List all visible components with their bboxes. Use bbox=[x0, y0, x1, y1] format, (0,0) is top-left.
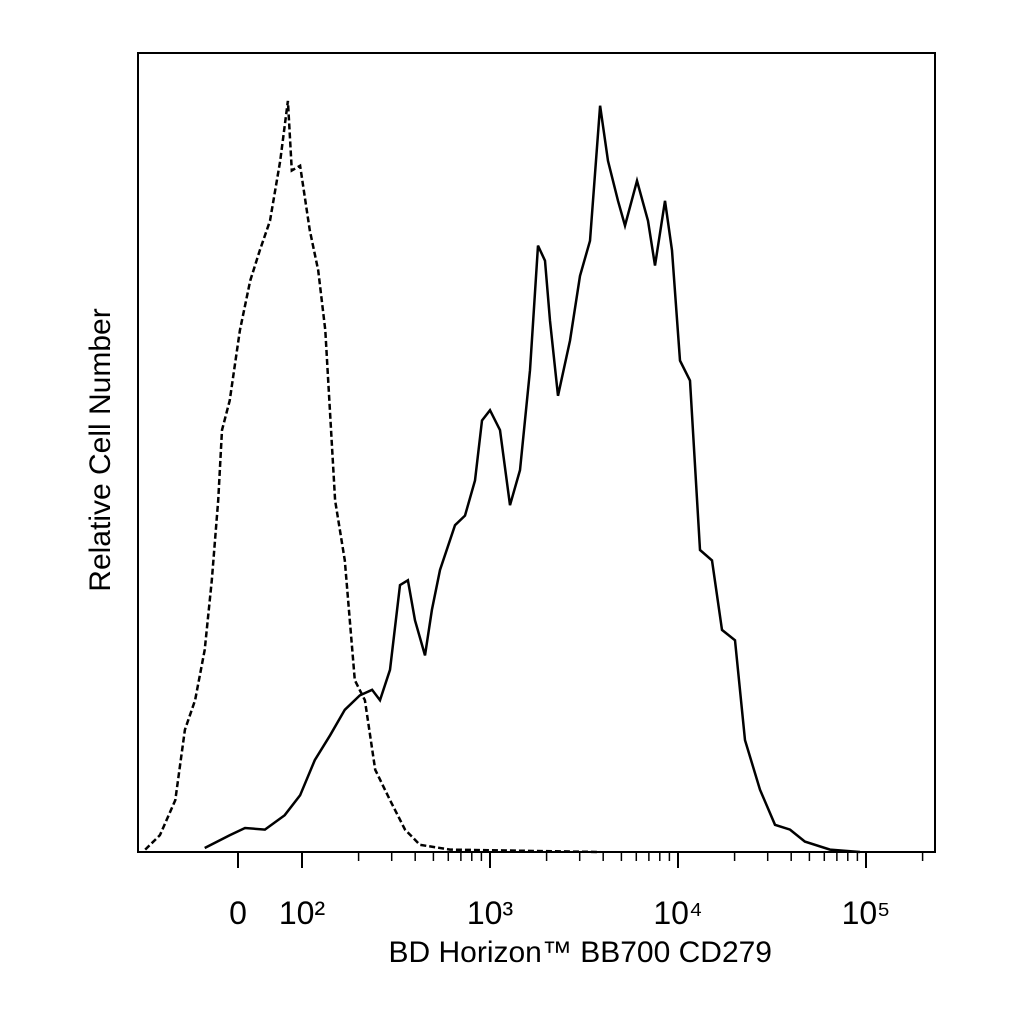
plot-frame bbox=[137, 52, 936, 853]
x-tick-label: 10² bbox=[279, 895, 326, 931]
y-axis-label: Relative Cell Number bbox=[84, 308, 117, 591]
x-axis-label: BD Horizon™ BB700 CD279 bbox=[388, 936, 772, 969]
x-tick-label: 10³ bbox=[467, 895, 514, 931]
histogram-line bbox=[204, 105, 861, 854]
x-tick-label: 0 bbox=[229, 895, 247, 931]
histogram-line bbox=[144, 100, 601, 854]
x-tick-label: 10⁴ bbox=[653, 895, 702, 931]
x-tick-label: 10⁵ bbox=[842, 895, 891, 931]
